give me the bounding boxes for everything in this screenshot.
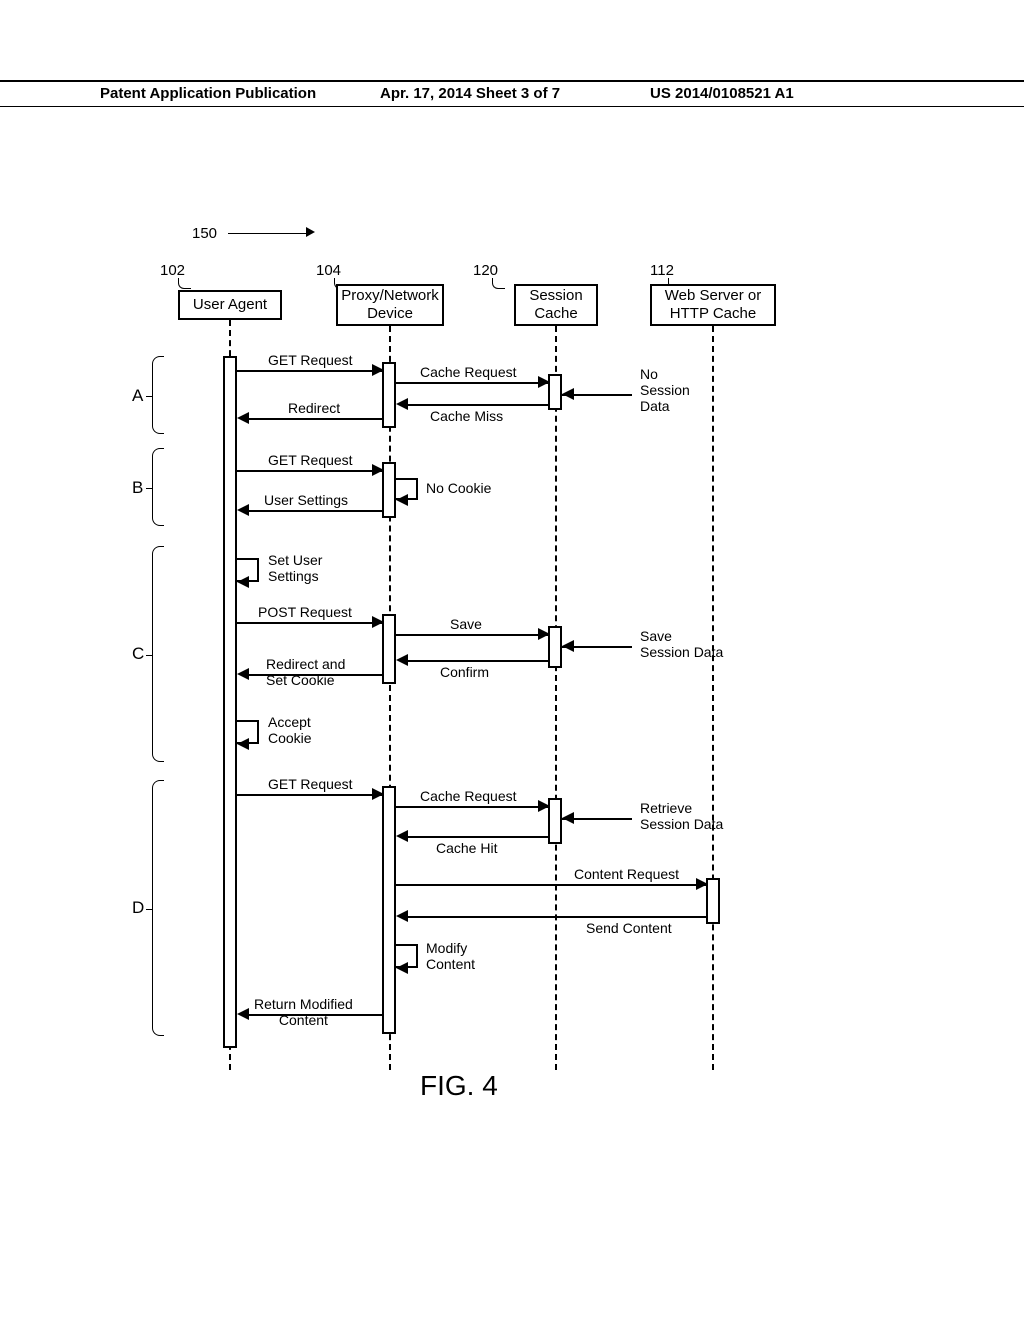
lifeline-session: Session Cache [514,284,598,326]
act-session-C [548,626,562,668]
ref-150-arrow [306,227,315,237]
label-cachereq2: Cache Request [420,788,517,804]
ref-102-tick [178,278,191,289]
arrow-contentreq [396,884,706,886]
brace-A [152,356,164,434]
act-proxy-C [382,614,396,684]
label-confirm: Confirm [440,664,489,680]
arrow-cachemiss [406,404,548,406]
label-redirect: Redirect [288,400,340,416]
arrowhead-usersettings [237,504,249,516]
lifeline-user-agent: User Agent [178,290,282,320]
arrow-confirm [406,660,548,662]
arrowhead-nosession [562,388,574,400]
label-cachemiss: Cache Miss [430,408,503,424]
act-ua [223,356,237,1048]
label-get2: GET Request [268,452,353,468]
label-nocookie: No Cookie [426,480,491,496]
act-session-A [548,374,562,410]
arrowhead-redirectcookie [237,668,249,680]
label-retrieve: Retrieve Session Data [640,800,723,832]
ref-104: 104 [316,262,341,279]
label-cachereq1: Cache Request [420,364,517,380]
arrow-cachereq2 [396,806,548,808]
label-cachehit: Cache Hit [436,840,497,856]
act-proxy-B [382,462,396,518]
arrow-get1 [237,370,382,372]
arrowhead-confirm [396,654,408,666]
arrow-cachereq1 [396,382,548,384]
arrowhead-cachereq2 [538,800,550,812]
ref-120-tick [492,278,505,289]
arrowhead-cachehit [396,830,408,842]
phase-A: A [132,386,143,406]
lifeline-proxy: Proxy/Network Device [336,284,444,326]
arrowhead-cachemiss [396,398,408,410]
arrowhead-setuser [237,576,249,588]
label-get3: GET Request [268,776,353,792]
brace-B [152,448,164,526]
ref-150: 150 [192,225,217,242]
arrow-save [396,634,548,636]
arrowhead-modifycontent [396,962,408,974]
label-returnmod: Return Modified Content [254,996,353,1028]
label-nosession: No Session Data [640,366,690,414]
arrowhead-get1 [372,364,384,376]
arrowhead-retrieve [562,812,574,824]
arrowhead-redirect [237,412,249,424]
lifeline-server: Web Server or HTTP Cache [650,284,776,326]
label-usersettings: User Settings [264,492,348,508]
arrow-get2 [237,470,382,472]
label-get1: GET Request [268,352,353,368]
ref-112: 112 [650,262,674,279]
brace-C [152,546,164,762]
label-savesession: Save Session Data [640,628,723,660]
phase-D: D [132,898,144,918]
arrowhead-savesession [562,640,574,652]
label-setuser: Set User Settings [268,552,322,584]
act-session-D [548,798,562,844]
phase-C: C [132,644,144,664]
arrowhead-get2 [372,464,384,476]
arrowhead-post [372,616,384,628]
act-server-D [706,878,720,924]
arrow-redirect [247,418,382,420]
header-center: Apr. 17, 2014 Sheet 3 of 7 [380,85,560,102]
label-sendcontent: Send Content [586,920,672,936]
arrowhead-sendcontent [396,910,408,922]
arrow-cachehit [406,836,548,838]
ref-102: 102 [160,262,185,279]
header-left: Patent Application Publication [100,85,316,102]
arrowhead-get3 [372,788,384,800]
dash-server [712,326,714,1070]
page-header: Patent Application Publication Apr. 17, … [0,80,1024,107]
label-save: Save [450,616,482,632]
arrow-sendcontent [406,916,706,918]
arrowhead-cachereq1 [538,376,550,388]
act-proxy-A [382,362,396,428]
brace-D [152,780,164,1036]
figure-label: FIG. 4 [420,1070,498,1102]
label-modifycontent: Modify Content [426,940,475,972]
ref-150-line [228,233,308,234]
arrowhead-save [538,628,550,640]
phase-B: B [132,478,143,498]
label-post: POST Request [258,604,352,620]
arrow-get3 [237,794,382,796]
arrow-post [237,622,382,624]
label-contentreq: Content Request [574,866,679,882]
act-proxy-D [382,786,396,1034]
sequence-diagram: 150 102 104 120 112 User Agent Proxy/Net… [120,190,900,1090]
header-right: US 2014/0108521 A1 [650,85,794,102]
ref-120: 120 [473,262,498,279]
arrowhead-returnmod [237,1008,249,1020]
label-redirectcookie: Redirect and Set Cookie [266,656,345,688]
arrowhead-acceptcookie [237,738,249,750]
dash-session [555,326,557,1070]
arrow-usersettings [247,510,382,512]
label-acceptcookie: Accept Cookie [268,714,312,746]
arrowhead-contentreq [696,878,708,890]
page: Patent Application Publication Apr. 17, … [0,0,1024,1320]
arrowhead-nocookie [396,494,408,506]
